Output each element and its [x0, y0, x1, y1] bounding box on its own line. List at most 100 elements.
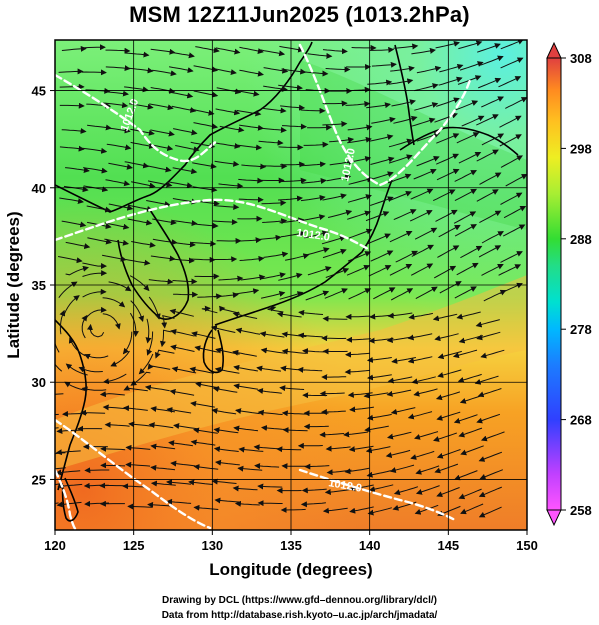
wind-streamline-378 [55, 393, 64, 395]
wind-streamline-298 [145, 318, 152, 344]
wind-streamline-19 [477, 43, 501, 53]
wind-streamline-523 [460, 503, 484, 515]
wind-streamline-83 [505, 97, 527, 109]
wind-streamline-189 [61, 220, 87, 228]
x-axis: 120 125 130 135 140 145 150 [44, 530, 538, 553]
wind-streamline-219 [256, 234, 282, 241]
wind-streamline-464 [84, 467, 110, 474]
wind-streamline-320 [159, 329, 172, 348]
wind-streamline-412 [320, 408, 346, 415]
wind-streamline-405 [166, 406, 192, 414]
wind-streamline-465 [100, 462, 126, 469]
wind-streamline-436 [387, 431, 412, 440]
wind-streamline-407 [211, 408, 237, 415]
wind-streamline-171 [128, 204, 154, 212]
wind-streamline-430 [261, 425, 286, 431]
wind-streamline-141 [388, 154, 413, 164]
wind-streamline-452 [276, 446, 302, 453]
colorbar: 258 268 278 288 298 308 [546, 41, 592, 527]
wind-streamline-163 [413, 168, 437, 180]
wind-streamline-28 [212, 67, 237, 76]
wind-streamline-468 [170, 460, 196, 467]
credits: Drawing by DCL (https://www.gfd–dennou.o… [0, 593, 599, 623]
wind-streamline-343 [194, 345, 219, 353]
wind-streamline-2 [105, 47, 131, 54]
wind-streamline-364 [189, 366, 214, 374]
wind-streamline-260 [240, 274, 266, 281]
wind-streamline-234 [125, 259, 151, 266]
wind-streamline-220 [280, 230, 306, 238]
wind-streamline-108 [130, 141, 156, 149]
wind-streamline-462 [55, 467, 66, 470]
wind-streamline-106 [82, 147, 108, 154]
coast-taiwan [61, 477, 79, 522]
wind-streamline-474 [304, 463, 330, 470]
wind-streamline-442 [55, 449, 81, 456]
wind-streamline-435 [364, 425, 389, 433]
pressure-contours [55, 43, 472, 530]
wind-streamline-274 [82, 288, 107, 298]
wind-streamline-239 [239, 255, 265, 262]
wind-streamline-115 [278, 144, 304, 151]
wind-streamline-230 [502, 224, 526, 237]
wind-streamline-15 [393, 43, 419, 50]
wind-streamline-92 [239, 124, 264, 131]
wind-streamline-265 [346, 264, 371, 276]
wind-streamline-45 [124, 86, 149, 93]
wind-streamline-383 [144, 384, 170, 392]
wind-streamline-366 [233, 364, 258, 372]
wind-streamline-231 [58, 256, 83, 264]
x-tick-label-145: 145 [437, 538, 459, 553]
wind-streamline-157 [281, 177, 307, 184]
wind-streamline-305 [276, 311, 302, 318]
wind-streamline-21 [58, 68, 84, 75]
wind-streamline-36 [390, 65, 415, 72]
wind-streamline-418 [453, 414, 478, 424]
wind-streamline-70 [215, 108, 241, 116]
wind-streamline-132 [192, 162, 217, 170]
wind-streamline-381 [99, 391, 125, 398]
wind-streamline-20 [500, 40, 524, 50]
wind-streamline-365 [214, 366, 240, 374]
wind-streamline-152 [168, 181, 193, 189]
wind-streamline-224 [367, 233, 391, 245]
wind-streamline-124 [481, 133, 505, 146]
wind-streamline-25 [152, 69, 177, 77]
wind-streamline-194 [172, 220, 198, 227]
contour-north [55, 73, 220, 163]
wind-streamline-359 [78, 366, 103, 373]
wind-streamline-244 [347, 251, 372, 262]
wind-streamline-134 [241, 163, 267, 170]
wind-streamline-374 [411, 376, 436, 385]
wind-streamline-490 [188, 479, 213, 486]
wind-streamline-290 [439, 281, 462, 294]
wind-streamline-18 [458, 40, 483, 50]
wind-streamline-241 [284, 253, 310, 261]
wind-streamline-479 [415, 465, 440, 475]
wind-streamline-88 [150, 129, 175, 137]
wind-streamline-328 [321, 335, 347, 342]
wind-streamline-429 [233, 425, 259, 432]
wind-streamline-9 [260, 49, 286, 57]
wind-streamline-62 [498, 76, 522, 88]
wind-streamline-356 [480, 349, 505, 359]
wind-streamline-26 [169, 66, 194, 74]
wind-streamline-66 [128, 103, 154, 110]
wind-streamline-382 [123, 385, 148, 392]
wind-streamline-118 [347, 136, 372, 144]
wind-streamline-223 [348, 228, 373, 239]
wind-streamline-41 [500, 57, 524, 69]
wind-streamline-261 [261, 272, 286, 280]
wind-streamline-340 [138, 353, 154, 375]
wind-streamline-318 [122, 331, 133, 355]
wind-streamline-182 [370, 196, 394, 206]
wind-streamline-168 [59, 197, 84, 204]
wind-streamline-52 [278, 84, 303, 91]
y-axis: 25 30 35 40 45 [32, 84, 55, 487]
wind-streamline-142 [416, 155, 440, 167]
wind-streamline-11 [307, 52, 333, 59]
wind-streamline-159 [326, 174, 352, 182]
wind-streamline-447 [168, 440, 193, 447]
wind-streamline-389 [279, 385, 305, 392]
wind-streamline-181 [347, 194, 372, 203]
